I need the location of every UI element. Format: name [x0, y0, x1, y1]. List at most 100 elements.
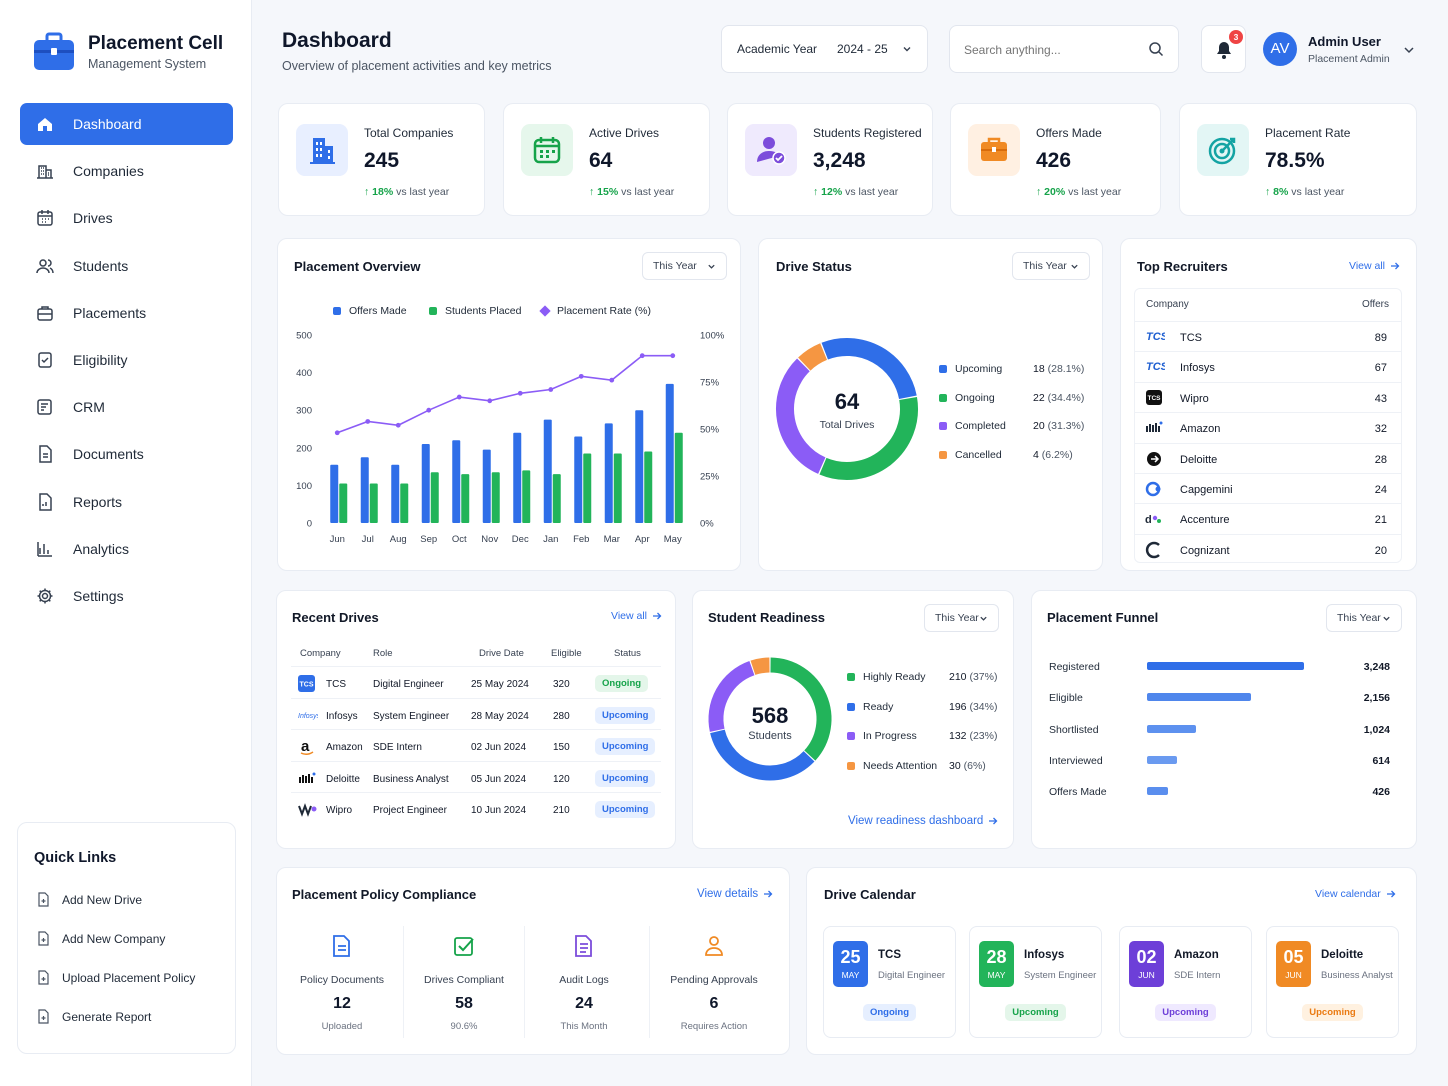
compliance-item[interactable]: Policy Documents 12 Uploaded — [282, 934, 402, 1044]
recruiter-row[interactable]: Cognizant 20 — [1135, 533, 1401, 565]
placement-rate-point[interactable] — [639, 353, 645, 359]
students-placed-bar[interactable] — [491, 472, 500, 523]
drive-row[interactable]: Deloitte Business Analyst 05 Jun 2024 12… — [291, 760, 661, 792]
placement-rate-point[interactable] — [670, 353, 676, 359]
funnel-bar[interactable] — [1147, 755, 1177, 764]
sidebar-item-companies[interactable]: Companies — [20, 150, 233, 192]
sidebar-item-documents[interactable]: Documents — [20, 433, 233, 475]
sidebar-item-drives[interactable]: Drives — [20, 197, 233, 239]
placement-rate-point[interactable] — [578, 373, 584, 379]
user-name[interactable]: Admin User — [1308, 34, 1381, 49]
placement-rate-point[interactable] — [365, 419, 371, 424]
students-placed-bar[interactable] — [583, 453, 592, 523]
offers-made-bar[interactable] — [391, 464, 400, 523]
academic-year-select[interactable]: Academic Year 2024 - 25 — [721, 25, 928, 73]
placement-rate-point[interactable] — [334, 430, 340, 436]
students-placed-bar[interactable] — [339, 483, 348, 523]
drive-row[interactable]: TCS TCS Digital Engineer 25 May 2024 320… — [291, 666, 661, 697]
sidebar-item-reports[interactable]: Reports — [20, 481, 233, 523]
calendar-event[interactable]: 05 JUN Deloitte Business Analyst Upcomin… — [1266, 926, 1399, 1038]
placement-rate-point[interactable] — [395, 422, 401, 428]
sidebar-item-students[interactable]: Students — [20, 245, 233, 287]
recruiter-row[interactable]: Capgemini 24 — [1135, 473, 1401, 504]
calendar-event[interactable]: 02 JUN Amazon SDE Intern Upcoming — [1119, 926, 1252, 1038]
students-placed-bar[interactable] — [369, 483, 378, 523]
offers-made-bar[interactable] — [665, 383, 674, 523]
placement-rate-point[interactable] — [609, 377, 615, 383]
compliance-item[interactable]: Drives Compliant 58 90.6% — [404, 934, 524, 1044]
students-placed-bar[interactable] — [430, 472, 439, 523]
placement-rate-point[interactable] — [426, 407, 432, 413]
stat-card-placement-rate[interactable]: Placement Rate 78.5% ↑ 8% vs last year — [1179, 103, 1417, 216]
readiness-slice-needs-attention[interactable] — [750, 657, 770, 675]
students-placed-bar[interactable] — [674, 432, 683, 523]
recruiter-row[interactable]: TCS Wipro 43 — [1135, 381, 1401, 413]
stat-card-active-drives[interactable]: Active Drives 64 ↑ 15% vs last year — [503, 103, 710, 216]
recruiters-view-all-link[interactable]: View all — [1349, 260, 1400, 272]
offers-made-bar[interactable] — [452, 440, 461, 523]
offers-made-bar[interactable] — [543, 419, 552, 523]
quick-link-generate-report[interactable]: Generate Report — [36, 1009, 151, 1024]
students-placed-bar[interactable] — [613, 453, 622, 523]
recruiter-row[interactable]: Deloitte 28 — [1135, 442, 1401, 474]
placement-rate-point[interactable] — [517, 390, 523, 396]
offers-made-bar[interactable] — [604, 423, 613, 523]
funnel-bar[interactable] — [1147, 787, 1168, 796]
sidebar-item-dashboard[interactable]: Dashboard — [20, 103, 233, 145]
sidebar-item-eligibility[interactable]: Eligibility — [20, 339, 233, 381]
compliance-item[interactable]: Pending Approvals 6 Requires Action — [654, 934, 774, 1044]
funnel-period-select[interactable]: This Year — [1326, 604, 1402, 632]
quick-link-add-new-company[interactable]: Add New Company — [36, 931, 165, 946]
readiness-dashboard-link[interactable]: View readiness dashboard — [848, 815, 998, 827]
offers-made-bar[interactable] — [421, 444, 430, 523]
drive-row[interactable]: Infosys Infosys System Engineer 28 May 2… — [291, 697, 661, 729]
quick-link-add-new-drive[interactable]: Add New Drive — [36, 892, 142, 907]
placement-rate-point[interactable] — [487, 398, 493, 404]
calendar-event[interactable]: 25 MAY TCS Digital Engineer Ongoing — [823, 926, 956, 1038]
funnel-bar[interactable] — [1147, 693, 1252, 702]
stat-card-students-registered[interactable]: Students Registered 3,248 ↑ 12% vs last … — [727, 103, 933, 216]
stat-card-offers-made[interactable]: Offers Made 426 ↑ 20% vs last year — [950, 103, 1161, 216]
readiness-slice-ready[interactable] — [710, 729, 815, 781]
offers-made-bar[interactable] — [635, 410, 644, 523]
search-box[interactable] — [949, 25, 1179, 73]
offers-made-bar[interactable] — [574, 436, 583, 523]
drive-status-slice-completed[interactable] — [776, 358, 826, 474]
calendar-event[interactable]: 28 MAY Infosys System Engineer Upcoming — [969, 926, 1102, 1038]
sidebar-item-settings[interactable]: Settings — [20, 575, 233, 617]
recruiter-row[interactable]: d Accenture 21 — [1135, 503, 1401, 534]
recent-drives-view-all-link[interactable]: View all — [611, 610, 662, 622]
students-placed-bar[interactable] — [400, 483, 409, 523]
sidebar-item-crm[interactable]: CRM — [20, 386, 233, 428]
user-menu-chevron-icon[interactable] — [1403, 44, 1415, 58]
students-placed-bar[interactable] — [522, 470, 531, 523]
offers-made-bar[interactable] — [360, 457, 369, 523]
recruiter-row[interactable]: TCS Infosys 67 — [1135, 351, 1401, 382]
offers-made-bar[interactable] — [513, 432, 522, 523]
drive-row[interactable]: a Amazon SDE Intern 02 Jun 2024 150 Upco… — [291, 729, 661, 760]
funnel-bar[interactable] — [1147, 724, 1197, 733]
placement-rate-point[interactable] — [456, 394, 462, 400]
compliance-view-details-link[interactable]: View details — [697, 888, 773, 900]
offers-made-bar[interactable] — [482, 449, 491, 523]
funnel-bar[interactable] — [1147, 662, 1304, 670]
readiness-period-select[interactable]: This Year — [924, 604, 999, 632]
students-placed-bar[interactable] — [461, 474, 470, 523]
drive-status-period-select[interactable]: This Year — [1012, 252, 1090, 280]
drive-row[interactable]: Wipro Project Engineer 10 Jun 2024 210 U… — [291, 792, 661, 823]
sidebar-item-analytics[interactable]: Analytics — [20, 528, 233, 570]
search-icon[interactable] — [1148, 41, 1164, 60]
sidebar-item-placements[interactable]: Placements — [20, 292, 233, 334]
drive-status-slice-upcoming[interactable] — [821, 338, 917, 400]
recruiter-row[interactable]: Amazon 32 — [1135, 412, 1401, 443]
students-placed-bar[interactable] — [644, 451, 653, 523]
recruiter-row[interactable]: TCS TCS 89 — [1135, 321, 1401, 352]
view-calendar-link[interactable]: View calendar — [1315, 888, 1396, 900]
search-input[interactable] — [964, 40, 1139, 60]
readiness-slice-in-progress[interactable] — [708, 661, 755, 732]
compliance-item[interactable]: Audit Logs 24 This Month — [524, 934, 644, 1044]
quick-link-upload-placement-policy[interactable]: Upload Placement Policy — [36, 970, 195, 985]
placement-rate-point[interactable] — [548, 387, 554, 392]
readiness-slice-highly-ready[interactable] — [770, 657, 832, 761]
avatar[interactable]: AV — [1263, 32, 1297, 66]
